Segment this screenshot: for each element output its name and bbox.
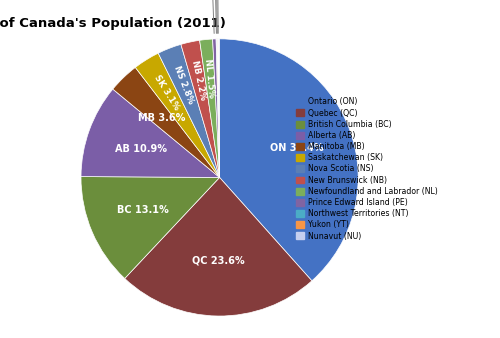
Wedge shape [81,176,220,279]
Wedge shape [218,39,220,177]
Wedge shape [113,67,220,177]
Text: MB 3.6%: MB 3.6% [138,113,186,123]
Text: NL 1.5%: NL 1.5% [204,58,216,98]
Wedge shape [158,44,220,177]
Legend: Ontario (ON), Quebec (QC), British Columbia (BC), Alberta (AB), Manitoba (MB), S: Ontario (ON), Quebec (QC), British Colum… [294,96,439,242]
Wedge shape [136,53,220,177]
Wedge shape [81,89,220,177]
Text: QC 23.6%: QC 23.6% [192,256,245,266]
Wedge shape [212,39,220,177]
Text: NS 2.8%: NS 2.8% [172,64,195,105]
Wedge shape [124,177,312,316]
Text: AB 10.9%: AB 10.9% [116,144,168,154]
Wedge shape [220,39,358,281]
Wedge shape [216,39,220,177]
Wedge shape [181,40,220,177]
Wedge shape [217,39,220,177]
Text: NB 2.2%: NB 2.2% [190,59,207,101]
Text: SK 3.1%: SK 3.1% [152,73,181,112]
Text: Percent of Canada's Population (2011): Percent of Canada's Population (2011) [0,17,226,30]
Text: ON 38.4%: ON 38.4% [270,143,324,153]
Wedge shape [200,39,220,177]
Text: BC 13.1%: BC 13.1% [118,205,169,215]
